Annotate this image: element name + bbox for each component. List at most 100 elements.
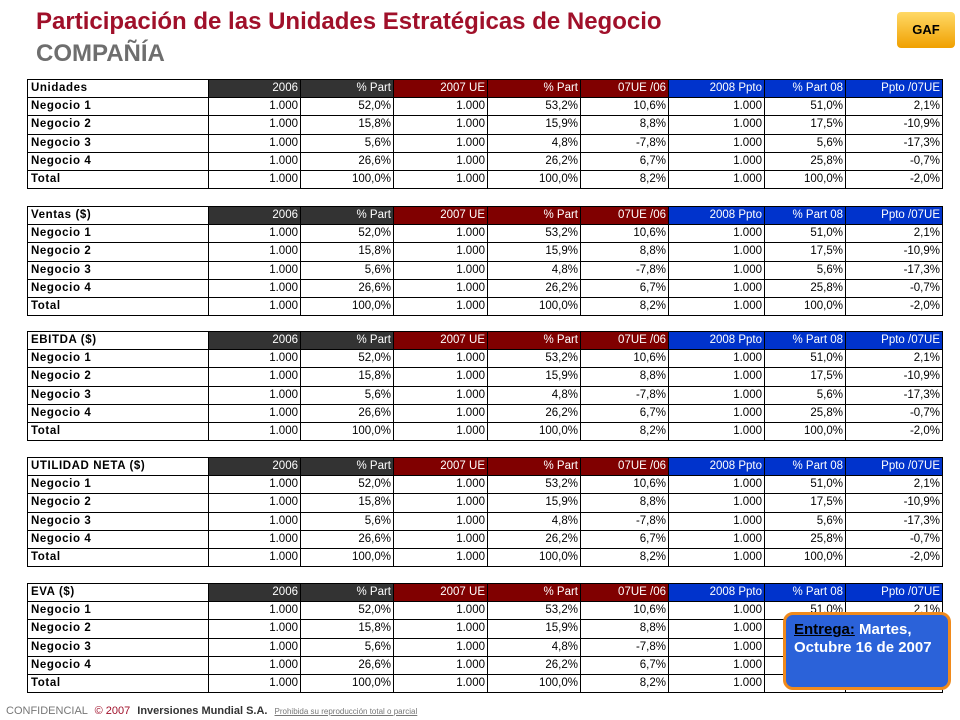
header-cell: 2008 Ppto <box>668 206 765 226</box>
footer: CONFIDENCIAL © 2007 Inversiones Mundial … <box>0 702 960 720</box>
table-cell: Negocio 2 <box>27 619 209 639</box>
table-cell: -7,8% <box>580 260 669 280</box>
table-cell: 53,2% <box>487 97 581 117</box>
header-cell: % Part 08 <box>764 583 846 603</box>
table-cell: -10,9% <box>845 115 943 135</box>
table-cell: 1.000 <box>393 349 488 369</box>
table-cell: 1.000 <box>668 403 765 423</box>
header-cell: 07UE /06 <box>580 457 669 477</box>
header-cell: Ppto /07UE <box>845 457 943 477</box>
header-cell: 2007 UE <box>393 331 488 351</box>
table-cell: 1.000 <box>208 151 301 171</box>
table-cell: 1.000 <box>208 367 301 387</box>
table-cell: 1.000 <box>668 674 765 694</box>
table-cell: 1.000 <box>668 170 765 190</box>
table-cell: 10,6% <box>580 475 669 495</box>
header-cell: % Part <box>300 583 394 603</box>
table-cell: Negocio 2 <box>27 493 209 513</box>
table-cell: 1.000 <box>208 548 301 568</box>
header-cell: % Part 08 <box>764 331 846 351</box>
table-cell: Negocio 2 <box>27 115 209 135</box>
table-cell: 1.000 <box>668 367 765 387</box>
table-cell: 25,8% <box>764 403 846 423</box>
table-cell: 1.000 <box>668 655 765 675</box>
notice: Prohibida su reproducción total o parcia… <box>274 707 418 716</box>
table-cell: 1.000 <box>208 493 301 513</box>
header-cell: % Part <box>300 206 394 226</box>
table-cell: 4,8% <box>487 260 581 280</box>
header-cell: 2007 UE <box>393 583 488 603</box>
table-cell: -0,7% <box>845 151 943 171</box>
table-cell: Negocio 4 <box>27 529 209 549</box>
subtitle: COMPAÑÍA <box>36 40 165 67</box>
table-cell: -17,3% <box>845 260 943 280</box>
table-cell: Negocio 4 <box>27 278 209 298</box>
title: Participación de las Unidades Estratégic… <box>36 8 662 35</box>
table-cell: 6,7% <box>580 151 669 171</box>
table-cell: -7,8% <box>580 637 669 657</box>
table-cell: 1.000 <box>393 655 488 675</box>
table-cell: 4,8% <box>487 385 581 405</box>
table-cell: 10,6% <box>580 97 669 117</box>
table-cell: 1.000 <box>393 422 488 442</box>
table-cell: 15,8% <box>300 367 394 387</box>
confidential: CONFIDENCIAL <box>6 705 88 717</box>
table-cell: -17,3% <box>845 385 943 405</box>
header-cell: 2006 <box>208 206 301 226</box>
table-cell: 15,8% <box>300 115 394 135</box>
table-cell: 1.000 <box>208 224 301 244</box>
table-cell: 1.000 <box>668 97 765 117</box>
table-cell: 5,6% <box>300 637 394 657</box>
table-cell: 5,6% <box>764 133 846 153</box>
table-cell: 17,5% <box>764 115 846 135</box>
table-cell: 51,0% <box>764 475 846 495</box>
table-cell: 1.000 <box>668 529 765 549</box>
table-cell: 52,0% <box>300 97 394 117</box>
table-cell: 1.000 <box>208 655 301 675</box>
table-cell: 8,8% <box>580 242 669 262</box>
callout-text: Martes, Octubre 16 de 2007 <box>794 621 932 656</box>
table-cell: 1.000 <box>393 278 488 298</box>
header-cell: % Part <box>300 457 394 477</box>
table-cell: -10,9% <box>845 367 943 387</box>
table-cell: -2,0% <box>845 170 943 190</box>
table-cell: 1.000 <box>393 637 488 657</box>
table-cell: 100,0% <box>487 674 581 694</box>
table-cell: 1.000 <box>208 422 301 442</box>
table-cell: 15,9% <box>487 242 581 262</box>
table-cell: -2,0% <box>845 422 943 442</box>
table-cell: 10,6% <box>580 224 669 244</box>
table-cell: 1.000 <box>208 619 301 639</box>
table-cell: Total <box>27 548 209 568</box>
table-cell: 8,2% <box>580 548 669 568</box>
table-cell: 1.000 <box>393 242 488 262</box>
table-cell: 1.000 <box>208 637 301 657</box>
table-cell: 8,8% <box>580 115 669 135</box>
table-cell: 53,2% <box>487 224 581 244</box>
table-cell: 1.000 <box>668 475 765 495</box>
table-cell: 5,6% <box>300 133 394 153</box>
table-cell: 8,2% <box>580 674 669 694</box>
table-cell: 1.000 <box>668 349 765 369</box>
table-cell: 2,1% <box>845 349 943 369</box>
table-cell: 1.000 <box>668 493 765 513</box>
table-cell: 2,1% <box>845 475 943 495</box>
table-cell: 5,6% <box>300 260 394 280</box>
table-cell: 26,2% <box>487 655 581 675</box>
badge: GAF <box>897 12 955 48</box>
table-cell: 15,9% <box>487 619 581 639</box>
table-cell: Negocio 2 <box>27 367 209 387</box>
table-cell: Negocio 4 <box>27 403 209 423</box>
table-cell: 100,0% <box>764 170 846 190</box>
table-cell: 25,8% <box>764 151 846 171</box>
table-cell: 1.000 <box>208 385 301 405</box>
table-cell: 53,2% <box>487 349 581 369</box>
table-cell: -7,8% <box>580 133 669 153</box>
table-cell: 2,1% <box>845 97 943 117</box>
table-cell: 1.000 <box>393 493 488 513</box>
table-cell: 1.000 <box>208 511 301 531</box>
table-cell: 1.000 <box>393 403 488 423</box>
table-cell: -2,0% <box>845 548 943 568</box>
header-cell: 2006 <box>208 583 301 603</box>
table-cell: 1.000 <box>393 115 488 135</box>
